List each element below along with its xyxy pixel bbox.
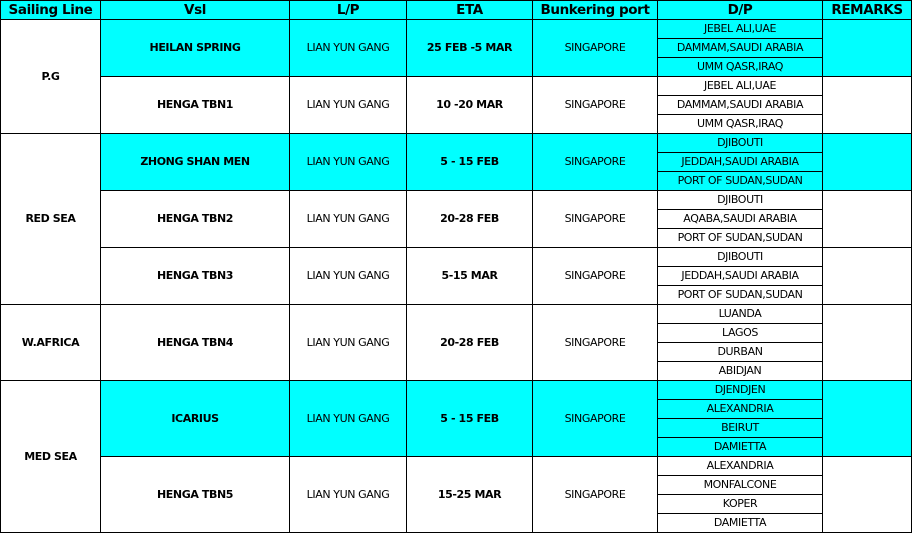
discharge-port-cell[interactable]: DJENDJEN — [657, 380, 823, 400]
header-row: Sailing Line Vsl L/P ETA Bunkering port … — [0, 0, 912, 20]
discharge-port-cell[interactable]: UMM QASR,IRAQ — [657, 57, 823, 77]
discharge-port-cell[interactable]: JEDDAH,SAUDI ARABIA — [657, 266, 823, 286]
eta-cell[interactable]: 5 - 15 FEB — [406, 133, 533, 191]
discharge-port-cell[interactable]: MONFALCONE — [657, 475, 823, 495]
bunkering-port-cell[interactable]: SINGAPORE — [532, 190, 658, 248]
discharge-port-cell[interactable]: UMM QASR,IRAQ — [657, 114, 823, 134]
vessel-cell[interactable]: HENGA TBN1 — [100, 76, 290, 134]
discharge-port-cell[interactable]: DJIBOUTI — [657, 247, 823, 267]
header-lp: L/P — [289, 0, 407, 20]
discharge-port-cell[interactable]: ALEXANDRIA — [657, 399, 823, 419]
discharge-port-cell[interactable]: PORT OF SUDAN,SUDAN — [657, 228, 823, 248]
table-row: ALEXANDRIA — [1, 399, 912, 419]
eta-cell[interactable]: 20-28 FEB — [406, 304, 533, 381]
bunkering-port-cell[interactable]: SINGAPORE — [532, 76, 658, 134]
vessel-cell[interactable]: ICARIUS — [100, 380, 290, 457]
table-row: MED SEA ICARIUS LIAN YUN GANG 5 - 15 FEB SIN… — [0, 380, 912, 533]
discharge-port-cell[interactable]: JEBEL ALI,UAE — [657, 19, 823, 39]
remarks-cell[interactable] — [822, 190, 912, 248]
table-row: HENGA TBN2 LIAN YUN GANG 20-28 FEB SINGAPOR… — [1, 190, 912, 248]
table-row: PORT OF SUDAN,SUDAN — [1, 171, 912, 191]
remarks-cell[interactable] — [822, 456, 912, 533]
discharge-port-cell[interactable]: DAMMAM,SAUDI ARABIA — [657, 95, 823, 115]
table-row: DAMIETTA — [1, 513, 912, 533]
table-row: DAMIETTA — [1, 437, 912, 457]
discharge-port-cell[interactable]: DJIBOUTI — [657, 190, 823, 210]
table-row: DAMMAM,SAUDI ARABIA — [1, 38, 912, 58]
table-row: RED SEA ZHONG SHAN MEN LIAN YUN GANG 5 - 15… — [0, 133, 912, 305]
bunkering-port-cell[interactable]: SINGAPORE — [532, 247, 658, 305]
header-vsl: Vsl — [100, 0, 290, 20]
discharge-port-cell[interactable]: KOPER — [657, 494, 823, 514]
header-remarks: REMARKS — [822, 0, 912, 20]
loading-port-cell[interactable]: LIAN YUN GANG — [289, 76, 407, 134]
table-row: AQABA,SAUDI ARABIA — [1, 209, 912, 229]
remarks-cell[interactable] — [822, 133, 912, 191]
table-row: PORT OF SUDAN,SUDAN — [1, 228, 912, 248]
discharge-port-cell[interactable]: DAMIETTA — [657, 437, 823, 457]
loading-port-cell[interactable]: LIAN YUN GANG — [289, 304, 407, 381]
remarks-cell[interactable] — [822, 19, 912, 77]
sailing-line-cell[interactable]: P.G — [0, 19, 101, 134]
bunkering-port-cell[interactable]: SINGAPORE — [532, 304, 658, 381]
bunkering-port-cell[interactable]: SINGAPORE — [532, 19, 658, 77]
table-row: P.G HEILAN SPRING LIAN YUN GANG 25 FEB -5 M… — [0, 19, 912, 134]
vessel-cell[interactable]: HENGA TBN5 — [100, 456, 290, 533]
table-row: HENGA TBN3 LIAN YUN GANG 5-15 MAR SINGAPORE… — [1, 247, 912, 305]
header-eta: ETA — [406, 0, 533, 20]
sailing-line-cell[interactable]: W.AFRICA — [0, 304, 101, 381]
eta-cell[interactable]: 15-25 MAR — [406, 456, 533, 533]
discharge-port-cell[interactable]: DURBAN — [657, 342, 823, 362]
bunkering-port-cell[interactable]: SINGAPORE — [532, 380, 658, 457]
discharge-port-cell[interactable]: JEDDAH,SAUDI ARABIA — [657, 152, 823, 172]
discharge-port-cell[interactable]: ABIDJAN — [657, 361, 823, 381]
loading-port-cell[interactable]: LIAN YUN GANG — [289, 247, 407, 305]
loading-port-cell[interactable]: LIAN YUN GANG — [289, 190, 407, 248]
sailing-line-cell[interactable]: RED SEA — [0, 133, 101, 305]
discharge-port-cell[interactable]: JEBEL ALI,UAE — [657, 76, 823, 96]
vessel-cell[interactable]: HEILAN SPRING — [100, 19, 290, 77]
discharge-port-cell[interactable]: LAGOS — [657, 323, 823, 343]
table-row: W.AFRICA HENGA TBN4 LIAN YUN GANG 20-28 FEB… — [0, 304, 912, 381]
loading-port-cell[interactable]: LIAN YUN GANG — [289, 456, 407, 533]
discharge-port-cell[interactable]: DAMIETTA — [657, 513, 823, 533]
table-row: BEIRUT — [1, 418, 912, 438]
discharge-port-cell[interactable]: LUANDA — [657, 304, 823, 324]
table-row: HENGA TBN1 LIAN YUN GANG 10 -20 MAR SINGAPO… — [1, 76, 912, 134]
vessel-cell[interactable]: HENGA TBN4 — [100, 304, 290, 381]
eta-cell[interactable]: 10 -20 MAR — [406, 76, 533, 134]
eta-cell[interactable]: 20-28 FEB — [406, 190, 533, 248]
eta-cell[interactable]: 5 - 15 FEB — [406, 380, 533, 457]
eta-cell[interactable]: 5-15 MAR — [406, 247, 533, 305]
discharge-port-cell[interactable]: AQABA,SAUDI ARABIA — [657, 209, 823, 229]
discharge-port-cell[interactable]: BEIRUT — [657, 418, 823, 438]
schedule-body: P.G HEILAN SPRING LIAN YUN GANG 25 FEB -5 M… — [0, 19, 912, 533]
vessel-cell[interactable]: ZHONG SHAN MEN — [100, 133, 290, 191]
table-row: HENGA TBN5 LIAN YUN GANG 15-25 MAR SINGAPOR… — [1, 456, 912, 533]
remarks-cell[interactable] — [822, 76, 912, 134]
eta-cell[interactable]: 25 FEB -5 MAR — [406, 19, 533, 77]
vessel-cell[interactable]: HENGA TBN2 — [100, 190, 290, 248]
loading-port-cell[interactable]: LIAN YUN GANG — [289, 19, 407, 77]
discharge-port-cell[interactable]: PORT OF SUDAN,SUDAN — [657, 171, 823, 191]
header-sailing-line: Sailing Line — [0, 0, 101, 20]
bunkering-port-cell[interactable]: SINGAPORE — [532, 133, 658, 191]
sailing-line-cell[interactable]: MED SEA — [0, 380, 101, 533]
loading-port-cell[interactable]: LIAN YUN GANG — [289, 380, 407, 457]
header-bunkering-port: Bunkering port — [532, 0, 658, 20]
loading-port-cell[interactable]: LIAN YUN GANG — [289, 133, 407, 191]
remarks-cell[interactable] — [822, 304, 912, 381]
discharge-port-cell[interactable]: DAMMAM,SAUDI ARABIA — [657, 38, 823, 58]
remarks-cell[interactable] — [822, 380, 912, 457]
discharge-port-cell[interactable]: ALEXANDRIA — [657, 456, 823, 476]
table-row: UMM QASR,IRAQ — [1, 57, 912, 77]
table-row: MONFALCONE — [1, 475, 912, 495]
remarks-cell[interactable] — [822, 247, 912, 305]
discharge-port-cell[interactable]: PORT OF SUDAN,SUDAN — [657, 285, 823, 305]
vessel-cell[interactable]: HENGA TBN3 — [100, 247, 290, 305]
bunkering-port-cell[interactable]: SINGAPORE — [532, 456, 658, 533]
discharge-port-cell[interactable]: DJIBOUTI — [657, 133, 823, 153]
header-dp: D/P — [657, 0, 823, 20]
